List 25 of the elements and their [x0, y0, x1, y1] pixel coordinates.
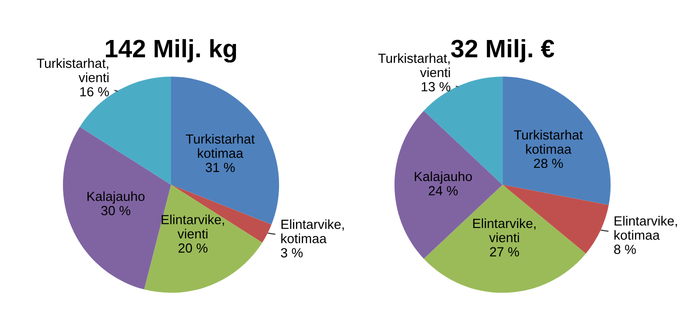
data-label: 8 %: [614, 244, 636, 254]
data-label: 27 %: [490, 247, 519, 256]
data-label: 3 %: [280, 248, 303, 258]
slice-label: Elintarvike, vienti: [162, 214, 224, 239]
chart-title: 32 Milj. €: [451, 39, 554, 62]
pie-slice: [144, 184, 262, 293]
slice-label: Turkistarhat, vienti: [378, 53, 450, 78]
data-label: 16 %: [80, 87, 109, 96]
slice-label: Turkistarhat kotimaa: [514, 130, 583, 154]
slice-label: Kalajauho: [87, 191, 145, 204]
slice-label: Elintarvike, vienti: [473, 218, 536, 242]
data-label: 20 %: [178, 243, 208, 253]
slice-label: Kalajauho: [414, 171, 472, 184]
data-label: 30 %: [101, 206, 130, 216]
chart-title: 142 Milj. kg: [106, 39, 236, 63]
pie-slice: [424, 184, 586, 293]
data-label: 13 %: [422, 82, 450, 92]
data-label: 28 %: [534, 158, 563, 168]
pie-slice: [502, 76, 611, 205]
slice-label: Elintarvike, kotimaa: [614, 216, 677, 240]
data-label: 31 %: [206, 162, 235, 172]
slice-label: Elintarvike, kotimaa: [281, 219, 344, 244]
slice-label: Turkistarhat, vienti: [36, 58, 108, 82]
data-label: 24 %: [428, 186, 458, 196]
slice-label: Turkistarhat kotimaa: [186, 134, 255, 158]
